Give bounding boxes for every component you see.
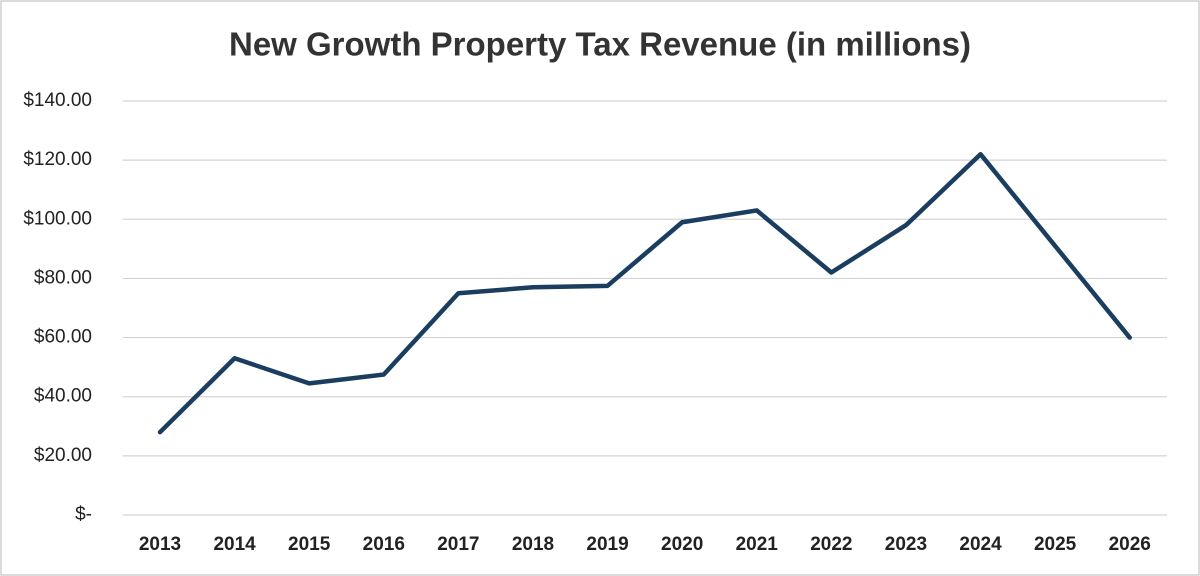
y-tick-label: $60.00 [34,327,92,348]
x-tick-label: 2025 [1034,534,1077,555]
x-tick-label: 2018 [512,534,554,555]
x-tick-label: 2020 [661,534,703,555]
x-tick-label: 2022 [810,534,852,555]
x-tick-label: 2013 [139,534,181,555]
x-tick-label: 2019 [586,534,628,555]
y-tick-label: $140.00 [23,90,92,111]
y-tick-label: $100.00 [23,208,92,229]
y-tick-label: $20.00 [34,445,92,466]
x-tick-label: 2021 [736,534,779,555]
x-tick-label: 2024 [959,534,1002,555]
y-tick-label: $120.00 [23,149,92,170]
y-tick-label: $- [75,504,92,525]
x-tick-label: 2014 [213,534,256,555]
x-tick-label: 2026 [1109,534,1151,555]
chart-title: New Growth Property Tax Revenue (in mill… [229,26,971,63]
y-tick-label: $80.00 [34,267,92,288]
x-tick-label: 2016 [363,534,405,555]
x-tick-label: 2017 [437,534,479,555]
y-tick-label: $40.00 [34,386,92,407]
data-line [157,151,1132,435]
x-tick-label: 2015 [288,534,331,555]
x-tick-label: 2023 [885,534,927,555]
